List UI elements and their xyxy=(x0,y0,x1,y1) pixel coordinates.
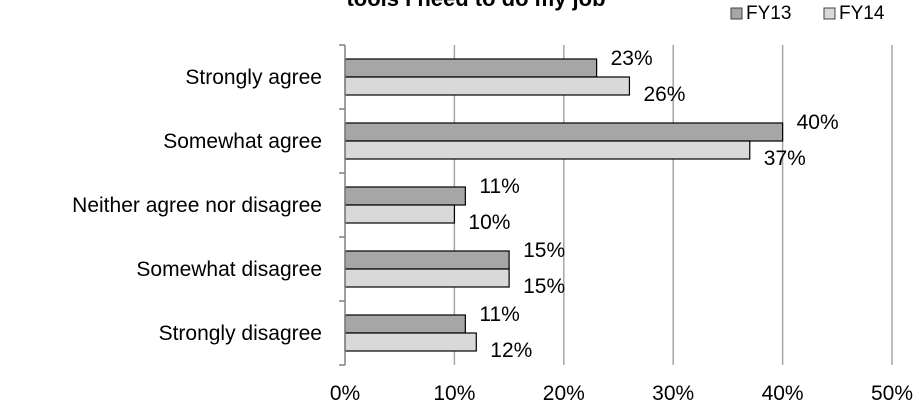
data-label-fy13: 23% xyxy=(611,47,653,70)
chart-title: tools I need to do my job xyxy=(346,0,605,11)
data-label-fy14: 37% xyxy=(764,147,806,170)
x-tick-label: 40% xyxy=(762,382,804,405)
data-label-fy13: 11% xyxy=(479,303,519,326)
gridlines xyxy=(453,45,893,365)
bar-fy14 xyxy=(344,204,456,224)
legend-swatch-fy14 xyxy=(823,7,836,20)
bar-fy13 xyxy=(344,58,598,78)
data-labels: 23%26%40%37%11%10%15%15%11%12% xyxy=(468,47,838,362)
legend-swatch-fy13 xyxy=(730,7,743,20)
x-tick-labels: 0% 10% 20% 30% 40% 50% xyxy=(330,382,913,405)
y-axis xyxy=(339,44,346,366)
data-label-fy14: 15% xyxy=(523,275,565,298)
x-tick-label: 0% xyxy=(330,382,360,405)
bar-fy14 xyxy=(344,268,510,288)
x-tick-label: 20% xyxy=(543,382,585,405)
category-labels: Strongly agree Somewhat agree Neither agre… xyxy=(72,66,322,345)
bar-fy13 xyxy=(344,250,510,270)
legend-label-fy14: FY14 xyxy=(839,3,885,24)
data-label-fy13: 15% xyxy=(523,239,565,262)
bars xyxy=(344,58,784,352)
x-tick-label: 10% xyxy=(433,382,475,405)
data-label-fy14: 26% xyxy=(643,83,685,106)
legend-label-fy13: FY13 xyxy=(746,3,791,24)
category-label: Somewhat disagree xyxy=(136,258,322,281)
data-label-fy13: 40% xyxy=(797,111,839,134)
data-label-fy14: 10% xyxy=(468,211,510,234)
bar-fy14 xyxy=(344,76,631,96)
data-label-fy14: 12% xyxy=(490,339,532,362)
x-tick-label: 30% xyxy=(652,382,694,405)
category-label: Somewhat agree xyxy=(163,130,322,153)
bar-fy13 xyxy=(344,314,466,334)
x-tick-label: 50% xyxy=(871,382,913,405)
bar-fy13 xyxy=(344,186,466,206)
category-label: Neither agree nor disagree xyxy=(72,194,322,217)
category-label: Strongly agree xyxy=(185,66,322,89)
bar-fy13 xyxy=(344,122,784,142)
category-label: Strongly disagree xyxy=(159,322,322,345)
data-label-fy13: 11% xyxy=(479,175,519,198)
bar-fy14 xyxy=(344,332,477,352)
legend: FY13 FY14 xyxy=(730,3,885,24)
bar-fy14 xyxy=(344,140,751,160)
